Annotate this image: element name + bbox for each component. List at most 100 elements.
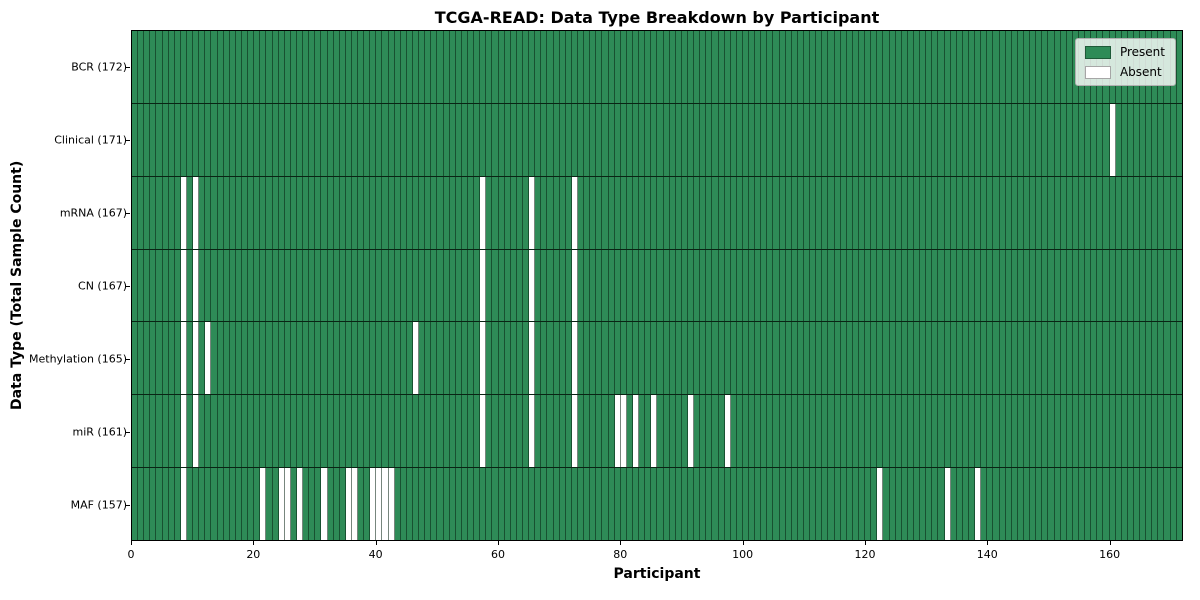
cell-present [1048,322,1055,395]
cell-present [987,322,994,395]
cell-present [400,103,407,176]
cell-present [413,249,420,322]
cell-present [516,322,523,395]
cell-present [364,322,371,395]
cell-present [577,31,585,103]
cell-present [1170,395,1177,468]
cell-absent [376,468,383,541]
cell-present [156,322,163,395]
cell-absent [193,395,200,468]
cell-present [944,322,951,395]
cell-present [321,395,328,468]
cell-present [700,395,707,468]
cell-present [577,176,585,249]
cell-present [895,322,902,395]
cell-present [663,31,670,103]
cell-present [840,322,847,395]
cell-present [492,395,499,468]
cell-present [816,468,823,541]
cell-present [559,249,566,322]
cell-present [1005,31,1012,103]
cell-present [419,176,426,249]
cell-present [492,103,499,176]
cell-absent [571,395,578,468]
cell-present [956,31,963,103]
cell-present [889,103,896,176]
cell-present [254,176,261,249]
cell-present [797,468,805,541]
cell-present [797,103,805,176]
cell-present [217,322,224,395]
cell-absent [877,468,884,541]
cell-present [241,176,249,249]
cell-present [1060,468,1067,541]
cell-present [1146,103,1153,176]
cell-present [846,31,853,103]
cell-present [547,322,554,395]
cell-present [944,176,951,249]
cell-present [724,176,731,249]
cell-present [681,176,688,249]
cell-present [1140,395,1147,468]
x-tick-label-60: 60 [490,548,505,561]
cell-present [1042,322,1049,395]
cell-present [193,103,200,176]
cell-present [767,395,774,468]
cell-present [370,176,377,249]
cell-present [859,176,866,249]
cell-present [284,395,291,468]
cell-present [431,468,438,541]
cell-present [1048,176,1055,249]
cell-present [186,249,194,322]
cell-present [1078,176,1086,249]
cell-present [254,468,261,541]
cell-present [975,176,982,249]
cell-present [449,395,456,468]
cell-present [956,176,963,249]
x-tick-mark [864,541,866,545]
cell-present [883,468,890,541]
cell-present [669,249,676,322]
cell-present [1176,176,1182,249]
cell-present [724,31,731,103]
cell-present [535,176,542,249]
cell-present [406,468,414,541]
cell-present [822,395,829,468]
cell-present [1030,103,1037,176]
cell-present [987,31,994,103]
cell-present [1085,103,1092,176]
cell-present [706,103,713,176]
cell-present [993,31,1000,103]
cell-present [785,468,792,541]
cell-present [223,322,230,395]
cell-present [498,468,505,541]
cell-present [382,103,389,176]
cell-present [742,395,750,468]
cell-present [736,249,743,322]
cell-present [981,103,988,176]
cell-present [486,395,493,468]
cell-present [810,249,817,322]
cell-present [443,103,450,176]
cell-absent [180,468,187,541]
cell-present [895,31,902,103]
cell-present [871,249,878,322]
cell-present [577,103,585,176]
cell-present [1133,249,1141,322]
cell-present [932,322,939,395]
cell-present [730,176,737,249]
cell-present [510,176,517,249]
cell-present [675,322,682,395]
cell-present [254,31,261,103]
cell-present [431,103,438,176]
cell-present [327,468,334,541]
legend-label-present: Present [1119,45,1165,59]
cell-present [975,31,982,103]
cell-present [339,322,346,395]
cell-present [1072,322,1079,395]
cell-present [675,176,682,249]
cell-present [1127,176,1134,249]
cell-present [755,103,762,176]
cell-present [266,31,273,103]
cell-present [547,395,554,468]
